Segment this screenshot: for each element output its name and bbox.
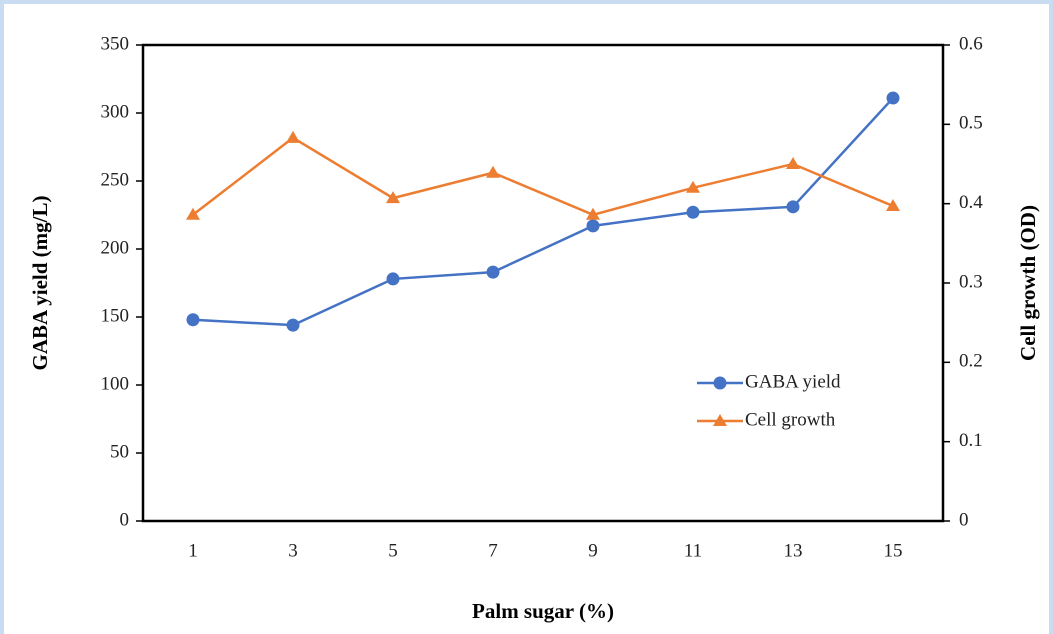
x-tick-label: 5	[388, 540, 398, 561]
marker	[486, 265, 500, 279]
x-tick-label: 7	[488, 540, 498, 561]
marker	[686, 205, 700, 219]
marker	[586, 219, 600, 233]
series-line	[192, 136, 894, 217]
legend-marker	[713, 376, 727, 390]
marker	[286, 130, 300, 143]
marker	[886, 199, 900, 212]
legend-label: GABA yield	[745, 371, 841, 392]
marker	[886, 91, 900, 105]
x-tick-label: 11	[684, 540, 702, 561]
x-axis-title: Palm sugar (%)	[472, 599, 614, 623]
y2-tick-label: 0	[959, 509, 969, 530]
marker	[186, 313, 200, 327]
x-tick-label: 3	[288, 540, 298, 561]
y2-tick-label: 0.4	[959, 192, 983, 213]
x-tick-label: 13	[784, 540, 803, 561]
marker	[286, 318, 300, 332]
marker	[486, 165, 500, 178]
y2-tick-label: 0.2	[959, 351, 983, 372]
y-tick-label: 150	[101, 305, 130, 326]
marker	[386, 191, 400, 204]
y2-tick-label: 0.5	[959, 113, 983, 134]
y-tick-label: 350	[101, 33, 130, 54]
y-tick-label: 100	[101, 373, 130, 394]
y2-axis-title: Cell growth (OD)	[1016, 205, 1040, 361]
plot-frame	[141, 43, 945, 523]
marker	[386, 272, 400, 286]
y-tick-label: 300	[101, 101, 130, 122]
y-tick-label: 0	[120, 509, 130, 530]
marker	[686, 180, 700, 193]
y-tick-label: 250	[101, 169, 130, 190]
x-tick-label: 1	[188, 540, 198, 561]
legend-marker	[713, 414, 727, 426]
marker	[786, 157, 800, 169]
y-tick-label: 50	[110, 441, 129, 462]
y-tick-label: 200	[101, 237, 130, 258]
marker	[186, 207, 200, 220]
y2-tick-label: 0.6	[959, 33, 983, 54]
y-axis-title: GABA yield (mg/L)	[28, 195, 52, 370]
legend-label: Cell growth	[745, 409, 836, 430]
y2-tick-label: 0.3	[959, 271, 983, 292]
x-tick-label: 15	[884, 540, 903, 561]
series-line	[192, 97, 894, 327]
marker	[786, 200, 800, 214]
y2-tick-label: 0.1	[959, 430, 983, 451]
marker	[586, 207, 600, 220]
x-tick-label: 9	[588, 540, 598, 561]
